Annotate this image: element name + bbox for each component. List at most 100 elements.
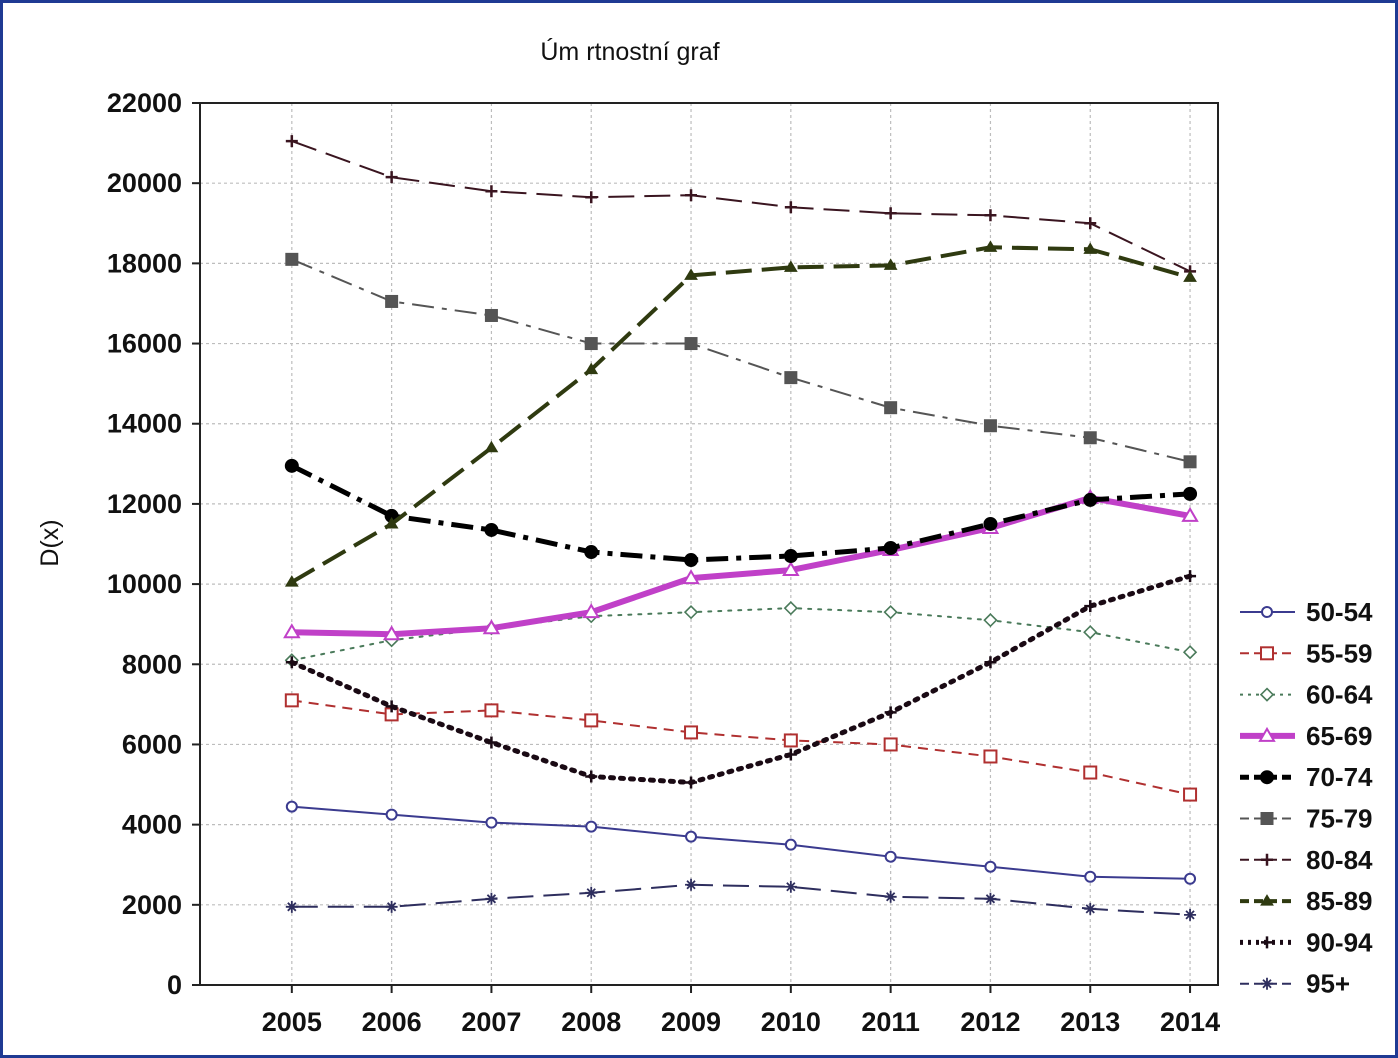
data-point xyxy=(385,171,398,184)
series-95+ xyxy=(285,878,1197,921)
data-point xyxy=(1261,936,1273,949)
data-point xyxy=(684,725,699,740)
legend-label: 55-59 xyxy=(1306,638,1373,668)
x-tick-label: 2008 xyxy=(561,1007,621,1037)
series-line xyxy=(291,883,1191,916)
legend-item: 65-69 xyxy=(1240,721,1373,751)
data-point xyxy=(1260,770,1274,785)
y-tick-label: 8000 xyxy=(122,649,182,679)
x-tick-label: 2007 xyxy=(461,1007,521,1037)
data-point xyxy=(783,601,798,616)
data-point xyxy=(285,252,299,266)
data-point xyxy=(382,625,401,641)
data-point xyxy=(1183,270,1197,282)
data-point xyxy=(285,135,298,148)
data-point xyxy=(1260,646,1274,661)
legend-label: 80-84 xyxy=(1306,845,1373,875)
x-tick-label: 2011 xyxy=(861,1007,920,1037)
legend-item: 75-79 xyxy=(1240,804,1373,834)
data-point xyxy=(1083,492,1098,507)
data-point xyxy=(784,880,797,893)
data-point xyxy=(484,440,499,453)
data-point xyxy=(585,820,598,833)
data-point xyxy=(585,886,598,899)
data-point xyxy=(685,878,698,891)
legend-item: 80-84 xyxy=(1240,845,1373,875)
legend-label: 65-69 xyxy=(1306,721,1373,751)
data-point xyxy=(284,693,299,708)
chart-title: Úm rtnostní graf xyxy=(540,37,719,66)
series-65-69 xyxy=(283,488,1199,641)
y-tick-label: 4000 xyxy=(122,810,182,840)
data-point xyxy=(984,892,997,905)
data-point xyxy=(584,713,599,728)
data-point xyxy=(1183,455,1197,469)
series-line xyxy=(290,463,1191,563)
data-point xyxy=(784,371,798,385)
data-point xyxy=(283,623,301,639)
series-50-54 xyxy=(285,800,1197,885)
grid xyxy=(200,103,1218,985)
data-point xyxy=(783,549,798,564)
data-point xyxy=(585,191,598,204)
y-tick-label: 20000 xyxy=(107,168,182,198)
legend-item: 95+ xyxy=(1240,969,1350,999)
series-line xyxy=(290,245,1191,584)
data-point xyxy=(1084,870,1097,883)
data-point xyxy=(1084,217,1097,230)
y-tick-label: 6000 xyxy=(122,729,182,759)
series-line xyxy=(291,494,1191,638)
data-point xyxy=(1083,625,1098,640)
legend-label: 70-74 xyxy=(1306,762,1373,792)
data-point xyxy=(1260,812,1274,825)
data-point xyxy=(1259,687,1275,702)
data-point xyxy=(1184,872,1197,885)
data-point xyxy=(385,294,399,308)
y-tick-label: 0 xyxy=(167,970,182,1000)
data-point xyxy=(983,516,998,531)
data-point xyxy=(385,700,398,713)
data-point xyxy=(584,545,599,560)
legend-label: 50-54 xyxy=(1306,597,1373,627)
data-point xyxy=(884,850,897,863)
legend-label: 75-79 xyxy=(1306,804,1373,834)
legend-item: 50-54 xyxy=(1240,597,1373,627)
x-tick-label: 2012 xyxy=(960,1007,1020,1037)
x-tick-label: 2014 xyxy=(1160,1007,1220,1037)
y-tick-label: 12000 xyxy=(107,489,182,519)
series-75-79 xyxy=(285,252,1197,469)
data-point xyxy=(1260,894,1274,906)
legend-item: 70-74 xyxy=(1240,762,1373,792)
x-tick-label: 2010 xyxy=(761,1007,821,1037)
legend-label: 90-94 xyxy=(1306,927,1373,957)
data-point xyxy=(983,240,998,252)
data-point xyxy=(983,613,998,628)
data-point xyxy=(385,900,398,913)
data-point xyxy=(685,830,698,843)
y-tick-label: 22000 xyxy=(107,88,182,118)
plot-area xyxy=(199,102,1219,986)
data-point xyxy=(684,268,698,280)
y-tick-label: 16000 xyxy=(107,329,182,359)
data-point xyxy=(684,337,698,351)
data-point xyxy=(884,207,897,220)
axes: 0 2000 4000 6000 8000 10000 12000 14000 16000 180… xyxy=(107,88,1220,1037)
data-point xyxy=(484,522,499,537)
series-line xyxy=(291,140,1191,273)
data-point xyxy=(1084,600,1097,613)
data-point xyxy=(485,736,498,749)
data-point xyxy=(584,362,599,375)
data-point xyxy=(485,816,498,829)
data-point xyxy=(685,189,698,202)
series-90-94 xyxy=(285,570,1197,789)
legend-label: 95+ xyxy=(1306,969,1350,999)
data-point xyxy=(684,553,699,568)
series-group xyxy=(283,135,1199,921)
series-70-74 xyxy=(284,458,1198,568)
data-point xyxy=(784,201,797,214)
x-tick-label: 2009 xyxy=(661,1007,721,1037)
data-point xyxy=(783,733,798,748)
data-point xyxy=(683,605,699,620)
data-point xyxy=(1261,606,1273,618)
data-point xyxy=(1181,506,1199,522)
